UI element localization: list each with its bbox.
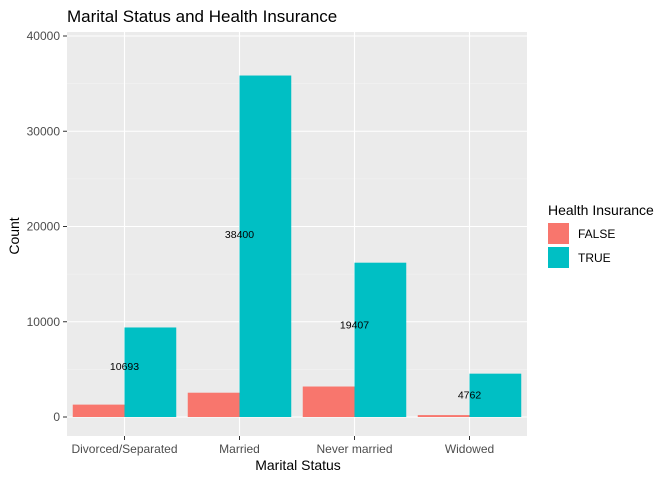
bar-false-married — [187, 392, 240, 417]
legend-title: Health Insurance — [548, 202, 654, 218]
bar-true-married — [239, 75, 292, 417]
x-tick-label: Widowed — [445, 442, 494, 456]
data-label: 4762 — [458, 389, 482, 401]
x-tick-label: Divorced/Separated — [71, 442, 177, 456]
legend-key-true — [548, 247, 569, 268]
bars — [72, 75, 522, 417]
legend: Health Insurance FALSE TRUE — [548, 202, 654, 268]
x-tick-label: Never married — [316, 442, 392, 456]
x-tick-label: Married — [219, 442, 260, 456]
bar-true-divorced-separated — [124, 327, 177, 417]
x-axis: Divorced/Separated Married Never married Wi… — [71, 436, 494, 456]
y-tick-label: 10000 — [27, 315, 61, 329]
y-tick-label: 20000 — [27, 220, 61, 234]
y-axis: 0 10000 20000 30000 40000 — [27, 29, 67, 424]
data-labels: 10693 38400 19407 4762 — [110, 229, 481, 401]
bar-false-widowed — [417, 415, 470, 417]
data-label: 38400 — [225, 229, 254, 241]
y-tick-label: 40000 — [27, 29, 61, 43]
legend-key-false — [548, 223, 569, 244]
y-tick-label: 0 — [53, 410, 60, 424]
bar-true-never-married — [354, 262, 407, 417]
y-axis-title: Count — [6, 217, 22, 254]
x-axis-title: Marital Status — [255, 457, 341, 473]
legend-label-false: FALSE — [578, 227, 615, 241]
data-label: 19407 — [340, 320, 369, 332]
bar-false-divorced-separated — [72, 404, 125, 417]
chart-title: Marital Status and Health Insurance — [67, 7, 337, 26]
y-tick-label: 30000 — [27, 124, 61, 138]
bar-false-never-married — [302, 386, 355, 417]
data-label: 10693 — [110, 361, 139, 373]
legend-label-true: TRUE — [578, 251, 611, 265]
bar-true-widowed — [469, 373, 522, 417]
